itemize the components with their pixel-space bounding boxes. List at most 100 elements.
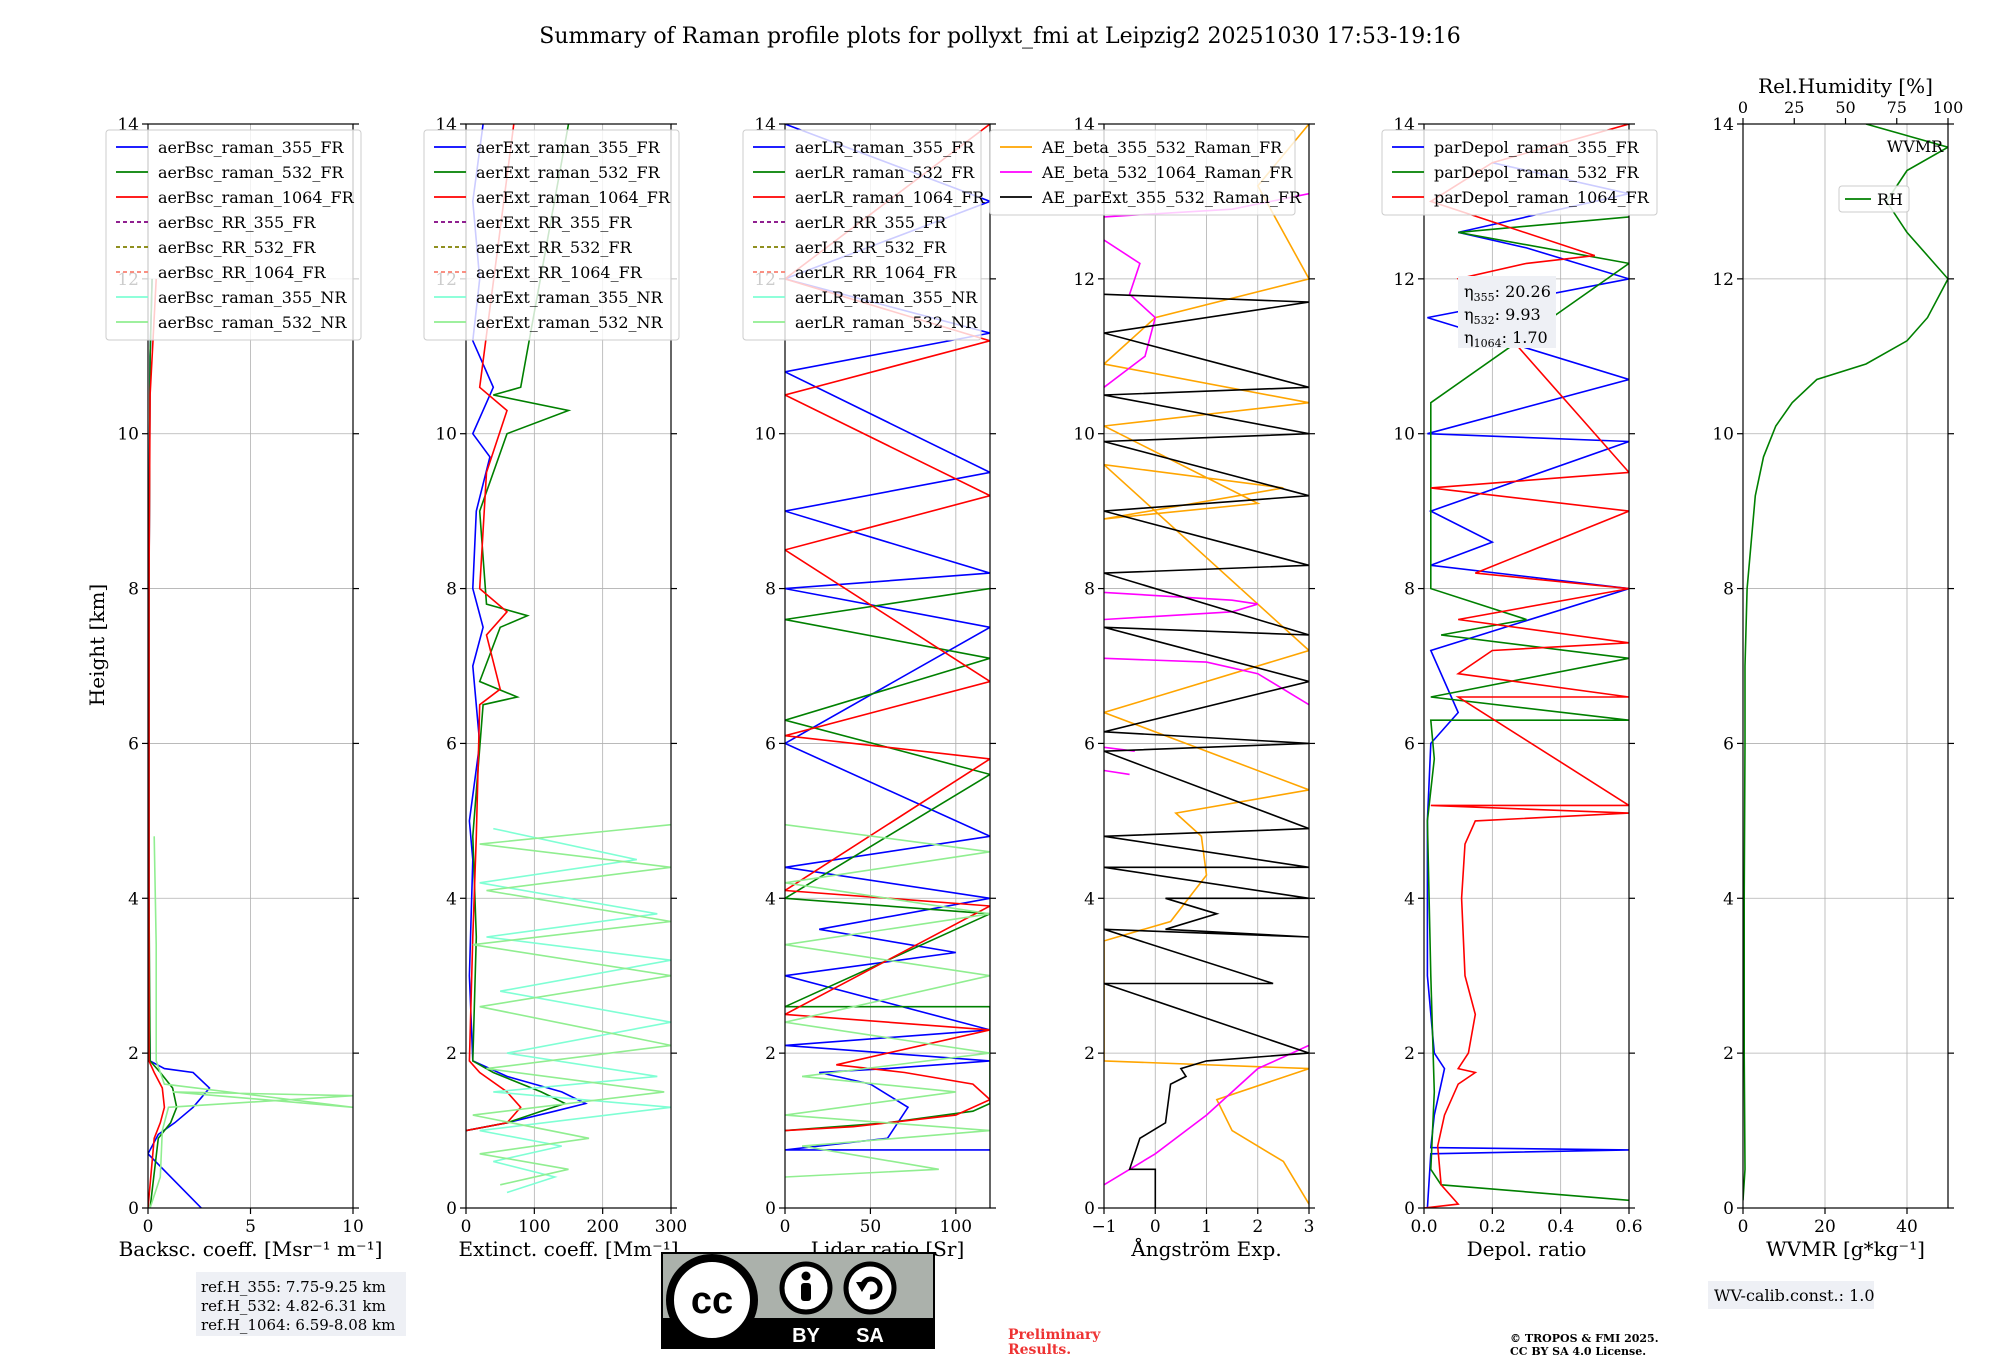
legend-label: aerBsc_raman_355_NR — [158, 288, 347, 307]
lidar-ratio-panel: 05010002468101214Lidar ratio [Sr]aerLR_r… — [742, 115, 996, 1261]
series-group — [1743, 124, 1948, 1201]
y-tick-label: 12 — [1073, 270, 1095, 290]
results-label: Results. — [1008, 1342, 1071, 1358]
legend-label: aerLR_raman_532_FR — [795, 163, 975, 182]
share-alike-icon — [843, 1261, 897, 1315]
y-tick-label: 8 — [1723, 580, 1734, 600]
axes-frame — [1742, 123, 1949, 1209]
y-tick-label: 10 — [1393, 425, 1415, 445]
eta-box — [1458, 276, 1556, 348]
y-tick-label: 2 — [446, 1044, 457, 1064]
legend-label: aerLR_RR_532_FR — [795, 238, 947, 257]
legend-label: aerBsc_raman_1064_FR — [158, 188, 355, 207]
series-line-aerLR_raman_355_FR — [785, 124, 990, 1151]
legend-label: aerBsc_RR_1064_FR — [158, 263, 327, 282]
preliminary-label: Preliminary — [1008, 1327, 1101, 1343]
legend-label-rh: RH — [1877, 190, 1903, 209]
x-tick-label: 0 — [1738, 1217, 1749, 1237]
extinction-panel: 010020030002468101214Extinct. coeff. [Mm… — [423, 115, 687, 1261]
legend-label: aerExt_RR_355_FR — [476, 213, 633, 232]
backscatter-panel: 051002468101214Backsc. coeff. [Msr⁻¹ m⁻¹… — [105, 115, 383, 1261]
y-tick-label: 6 — [1084, 734, 1095, 754]
series-line-aerLR_raman_532_NR — [785, 823, 990, 1178]
y-tick-label: 4 — [1084, 889, 1095, 909]
legend-label: AE_beta_532_1064_Raman_FR — [1041, 163, 1293, 182]
x-axis-label: Extinct. coeff. [Mm⁻¹] — [458, 1237, 678, 1261]
series-line-WVMR — [1743, 124, 1948, 1201]
ref-height-355: ref.H_355: 7.75-9.25 km — [201, 1278, 386, 1296]
legend: AE_beta_355_532_Raman_FR AE_beta_532_1064… — [989, 129, 1302, 216]
y-tick-label: 12 — [1393, 270, 1415, 290]
legend-label: aerExt_RR_532_FR — [476, 238, 633, 257]
y-tick-label: 8 — [128, 580, 139, 600]
y-tick-label: 4 — [765, 889, 776, 909]
x-axis-label: Ångström Exp. — [1130, 1236, 1281, 1261]
y-tick-label: 6 — [1404, 734, 1415, 754]
legend-label: aerLR_RR_1064_FR — [795, 263, 957, 282]
top-tick-label: 0 — [1738, 98, 1748, 117]
series-line-AE_beta_532_1064_Raman_FR — [1104, 1044, 1309, 1186]
series-line-aerExt_raman_532_NR — [472, 823, 671, 1186]
x-tick-label: 0.0 — [1410, 1217, 1437, 1237]
figure-title: Summary of Raman profile plots for polly… — [539, 24, 1460, 49]
x-tick-label: −1 — [1091, 1217, 1116, 1237]
y-tick-label: 0 — [1723, 1199, 1734, 1219]
y-tick-label: 4 — [1723, 889, 1734, 909]
series-group — [148, 278, 353, 1208]
series-line-AE_beta_532_1064_Raman_FR_e — [1104, 591, 1259, 621]
legend-label: aerBsc_RR_355_FR — [158, 213, 316, 232]
axes-frame — [1423, 123, 1630, 1209]
y-tick-label: 4 — [1404, 889, 1415, 909]
y-tick-label: 0 — [128, 1199, 139, 1219]
legend-label: aerExt_RR_1064_FR — [476, 263, 643, 282]
attribution-body — [801, 1283, 811, 1301]
y-tick-label: 10 — [117, 425, 139, 445]
by-label: BY — [792, 1325, 820, 1347]
legend-label: aerLR_raman_532_NR — [795, 313, 978, 332]
legend-label: aerBsc_raman_355_FR — [158, 138, 344, 157]
ref-heights-box: ref.H_355: 7.75-9.25 km ref.H_532: 4.82-… — [196, 1272, 406, 1336]
legend-label: AE_beta_355_532_Raman_FR — [1041, 138, 1283, 157]
legend-label: aerLR_raman_355_FR — [795, 138, 975, 157]
x-axis-label: Backsc. coeff. [Msr⁻¹ m⁻¹] — [119, 1237, 383, 1261]
y-tick-label: 0 — [446, 1199, 457, 1219]
cc-by-sa-badge: cc BY SA — [661, 1252, 935, 1349]
x-tick-label: 50 — [860, 1217, 882, 1237]
y-tick-label: 6 — [446, 734, 457, 754]
copyright-line-2: CC BY SA 4.0 License. — [1510, 1345, 1646, 1358]
y-tick-label: 4 — [128, 889, 139, 909]
wvmr-panel: 0 20 40 0 2 4 6 8 10 12 14 WVMR [g*kg⁻¹] WVMR RH 0 25 50… — [1712, 74, 1963, 1261]
series-group — [785, 124, 990, 1178]
top-tick-label: 25 — [1784, 98, 1804, 117]
y-tick-label: 2 — [1723, 1044, 1734, 1064]
legend: aerExt_raman_355_FR aerExt_raman_532_FRae… — [423, 129, 680, 341]
series-line-AE_beta_532_1064_Raman_FR_d — [1104, 657, 1309, 706]
x-tick-label: 20 — [1814, 1217, 1836, 1237]
legend-label: aerLR_RR_355_FR — [795, 213, 947, 232]
y-tick-label: 4 — [446, 889, 457, 909]
y-tick-label: 2 — [1084, 1044, 1095, 1064]
y-tick-label: 6 — [765, 734, 776, 754]
x-tick-label: 2 — [1252, 1217, 1263, 1237]
ref-height-1064: ref.H_1064: 6.59-8.08 km — [201, 1316, 395, 1334]
legend-label: aerLR_raman_1064_FR — [795, 188, 985, 207]
series-line-aerBsc_raman_532_NR — [149, 836, 353, 1208]
legend-label-wvmr: WVMR — [1887, 137, 1944, 156]
series-line-aerExt_raman_355_NR — [479, 827, 671, 1194]
series-group — [466, 124, 671, 1194]
x-axis-label: WVMR [g*kg⁻¹] — [1766, 1237, 1925, 1261]
x-tick-label: 0 — [461, 1217, 472, 1237]
legend: parDepol_raman_355_FR parDepol_raman_532_… — [1381, 129, 1658, 216]
legend-box — [1381, 129, 1658, 216]
legend-label: aerLR_raman_355_NR — [795, 288, 978, 307]
legend-label: parDepol_raman_355_FR — [1434, 138, 1640, 157]
y-tick-label: 2 — [128, 1044, 139, 1064]
share-alike-arrowhead — [856, 1282, 868, 1292]
y-tick-label: 10 — [435, 425, 457, 445]
y-tick-label: 8 — [1404, 580, 1415, 600]
legend-label: parDepol_raman_532_FR — [1434, 163, 1640, 182]
y-tick-label: 12 — [1712, 270, 1734, 290]
legend-label: aerBsc_RR_532_FR — [158, 238, 316, 257]
ref-height-532: ref.H_532: 4.82-6.31 km — [201, 1297, 386, 1315]
